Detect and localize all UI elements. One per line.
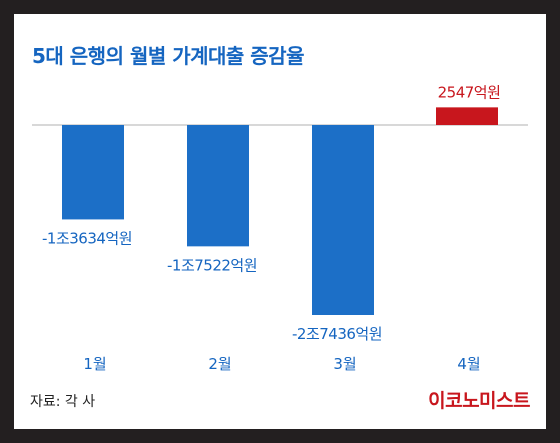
data-label-1: -1조3634억원: [42, 229, 132, 247]
publisher-logo: 이코노미스트: [428, 390, 530, 412]
data-label-2: -1조7522억원: [167, 256, 257, 274]
bar-2: [187, 125, 249, 247]
x-tick-label-4: 4월: [457, 355, 480, 373]
chart-title: 5대 은행의 월별 가계대출 증감율: [32, 44, 304, 68]
bar-4: [436, 107, 498, 125]
x-tick-label-1: 1월: [83, 355, 106, 373]
source-note: 자료: 각 사: [30, 394, 96, 410]
data-label-3: -2조7436억원: [292, 325, 382, 343]
x-tick-label-3: 3월: [333, 355, 356, 373]
x-tick-label-2: 2월: [208, 355, 231, 373]
data-label-4: 2547억원: [438, 83, 501, 101]
bar-3: [312, 125, 374, 315]
bar-1: [62, 125, 124, 220]
